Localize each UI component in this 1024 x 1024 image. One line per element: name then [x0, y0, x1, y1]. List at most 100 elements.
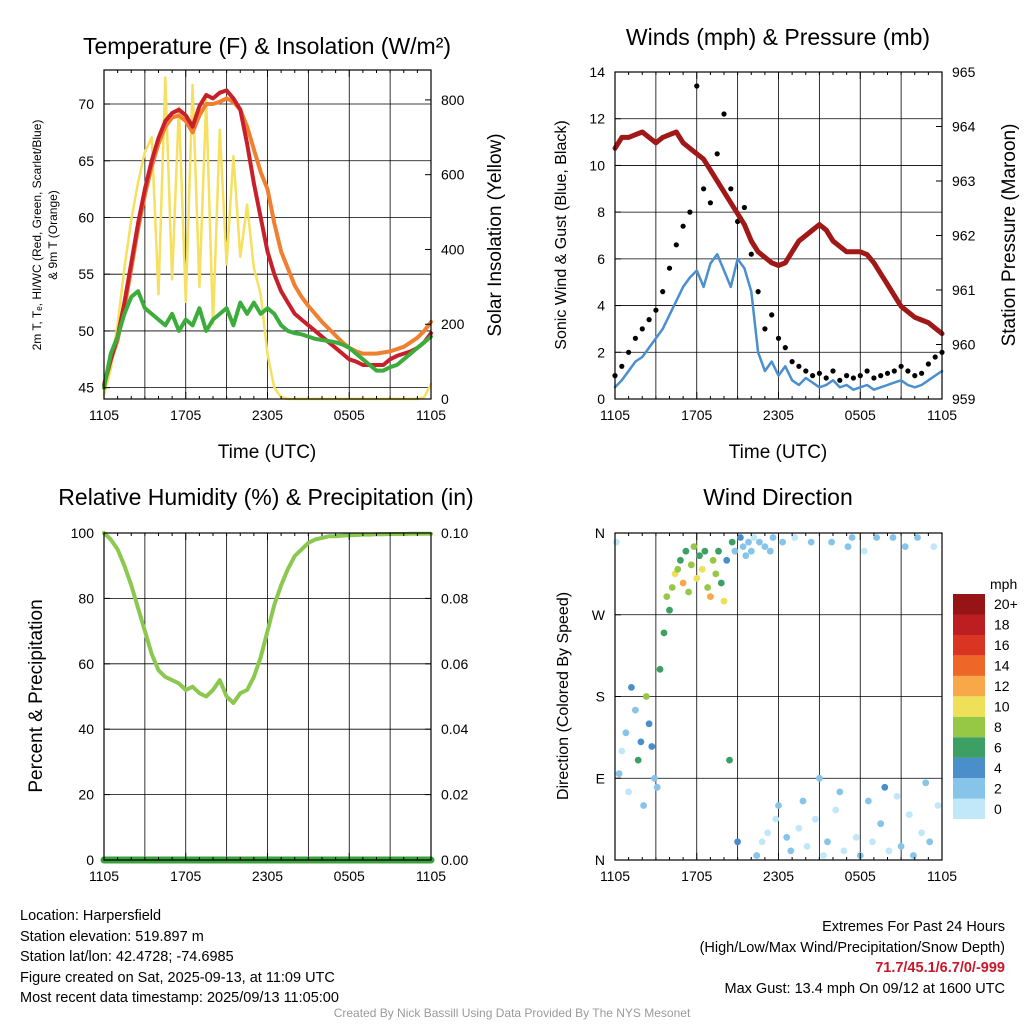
gust-point	[721, 111, 727, 117]
x-tick-label: 1105	[416, 868, 446, 884]
y-tick-label-left: 4	[597, 298, 605, 314]
wind-plot-area: 1105 1705 2305 0505 110502468101214959960961…	[589, 64, 975, 423]
colorbar-label: 12	[994, 678, 1010, 694]
colorbar-label: 18	[994, 617, 1010, 633]
gust-point	[660, 289, 666, 295]
y-tick-label-right: 600	[441, 167, 465, 183]
gust-point	[871, 375, 877, 381]
y-tick-label-left: 0	[597, 391, 605, 407]
colorbar-label: 6	[994, 739, 1002, 755]
y-tick-label-right: 0.08	[441, 590, 468, 606]
station-elevation: Station elevation: 519.897 m	[20, 928, 204, 945]
y-tick-label-right: 0.10	[441, 525, 468, 541]
y-tick-label-left: 60	[78, 209, 94, 225]
gust-point	[762, 326, 768, 332]
direction-point	[828, 538, 835, 546]
temp-ylabel-left-1: 2m T, Tₑ, HI/WC (Red, Green, Scarlet/Blu…	[30, 120, 44, 351]
y-tick-label-left: 12	[589, 111, 605, 127]
colorbar-swatch	[953, 737, 985, 758]
colorbar-swatch	[953, 798, 985, 819]
colorbar-swatch	[953, 594, 985, 615]
direction-point	[922, 779, 930, 787]
direction-point	[799, 797, 807, 805]
gust-point	[769, 312, 775, 318]
direction-point	[836, 788, 844, 796]
direction-point	[618, 747, 626, 755]
gust-point	[816, 370, 823, 376]
temp-plot-area: 1105 1705 2305 0505 1105 45 50 55 60 65 70 0 200 400 6…	[78, 69, 465, 423]
direction-point	[889, 534, 897, 541]
direction-point	[885, 847, 893, 855]
gust-point	[837, 377, 843, 383]
direction-point	[783, 833, 791, 841]
wind-xlabel: Time (UTC)	[729, 442, 828, 463]
x-tick-label: 1105	[927, 868, 957, 884]
direction-point	[685, 588, 692, 596]
rh-title: Relative Humidity (%) & Precipitation (i…	[58, 484, 473, 510]
y-tick-label-right: 964	[952, 119, 976, 135]
direction-point	[756, 538, 763, 546]
gust-point	[666, 265, 673, 271]
colorbar-swatch	[953, 778, 985, 799]
station-info: Location: Harpersfield Station elevation…	[20, 906, 339, 1009]
direction-point	[656, 665, 664, 673]
gust-point	[823, 375, 829, 381]
direction-point	[766, 547, 774, 555]
gust-point	[694, 83, 700, 89]
direction-point	[881, 783, 889, 791]
y-tick-label-left: 8	[597, 204, 605, 220]
direction-point	[648, 743, 656, 750]
y-tick-label-left: 65	[78, 153, 94, 169]
colorbar-swatch	[953, 675, 985, 697]
y-tick-label-right: 962	[952, 228, 976, 244]
station-location: Location: Harpersfield	[20, 908, 162, 924]
temp-title: Temperature (F) & Insolation (W/m²)	[83, 33, 451, 59]
gust-point	[728, 186, 734, 192]
direction-point	[707, 593, 714, 600]
y-tick-label-left: 80	[78, 590, 94, 606]
gust-point	[680, 223, 686, 229]
y-tick-label-right: 963	[952, 173, 976, 189]
y-tick-label-left: E	[596, 770, 605, 786]
direction-point	[660, 629, 668, 637]
direction-point	[832, 806, 840, 814]
direction-point	[877, 820, 885, 828]
dir-title: Wind Direction	[703, 484, 853, 510]
colorbar-swatch	[953, 614, 985, 635]
direction-point	[750, 534, 758, 541]
direction-point	[901, 543, 909, 550]
direction-point	[860, 547, 868, 555]
gust-point	[884, 370, 891, 376]
direction-point	[704, 584, 711, 591]
direction-point	[820, 852, 827, 859]
y-tick-label-left: S	[596, 689, 605, 705]
x-tick-label: 2305	[252, 868, 283, 884]
y-tick-label-left: 40	[78, 721, 94, 737]
direction-point	[628, 684, 635, 691]
gust-point	[803, 368, 809, 374]
gust-point	[714, 151, 720, 157]
y-tick-label-right: 800	[441, 92, 465, 108]
direction-point	[663, 593, 671, 600]
direction-point	[795, 824, 803, 832]
colorbar-label: 20+	[994, 596, 1018, 612]
gust-point	[626, 349, 632, 355]
gust-point	[653, 307, 659, 313]
gust-point	[741, 204, 748, 211]
direction-point	[775, 802, 782, 809]
y-tick-label-left: N	[595, 525, 605, 541]
direction-point	[693, 575, 701, 582]
direction-point	[728, 538, 736, 546]
y-tick-label-right: 400	[441, 241, 465, 257]
max-gust: Max Gust: 13.4 mph On 09/12 at 1600 UTC	[724, 980, 1005, 997]
y-tick-label-left: 55	[78, 266, 94, 282]
direction-point	[701, 547, 709, 555]
gust-point	[775, 335, 782, 341]
series-line	[102, 289, 433, 390]
colorbar-label: 16	[994, 637, 1010, 653]
gust-point	[878, 373, 884, 379]
direction-point	[930, 543, 938, 550]
direction-point	[653, 783, 661, 791]
direction-point	[717, 579, 725, 587]
